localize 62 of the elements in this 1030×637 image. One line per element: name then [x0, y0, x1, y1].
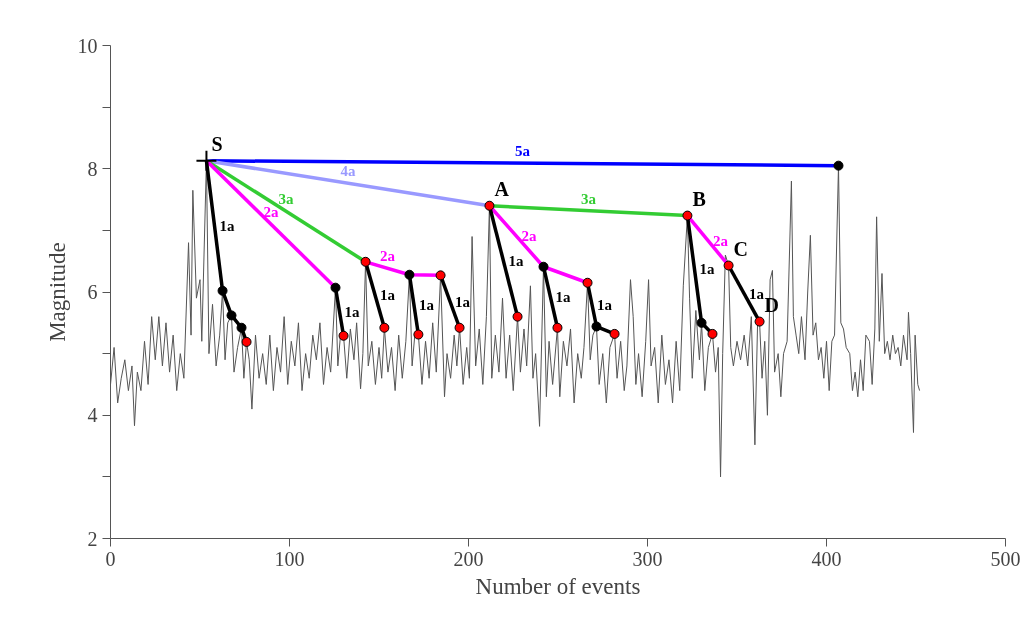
series-label: 1a: [344, 303, 361, 320]
series-label: 1a: [597, 296, 613, 313]
point: [330, 282, 341, 293]
series-label: 2a: [263, 204, 279, 221]
point: [512, 311, 523, 322]
point: [609, 328, 620, 339]
y-tick-label: 2: [87, 527, 98, 550]
x-tick-label: 300: [632, 547, 663, 570]
point: [754, 316, 765, 327]
point: [338, 330, 349, 341]
x-tick-label: 500: [990, 547, 1021, 570]
x-tick-label: 100: [274, 547, 305, 570]
point: [435, 270, 446, 281]
y-tick-label: 10: [77, 34, 98, 57]
series-label: 1a: [508, 253, 524, 270]
point: [404, 269, 415, 280]
series-label: 2a: [713, 232, 729, 249]
series-label: 1a: [455, 293, 471, 310]
series-label: 2a: [380, 248, 396, 265]
point: [360, 256, 371, 267]
series-label: 1a: [418, 296, 435, 313]
annotation: D: [764, 293, 780, 316]
point: [413, 329, 424, 340]
x-tick-label: 200: [453, 547, 484, 570]
series-label: 2a: [521, 228, 537, 245]
point: [379, 322, 390, 333]
series-label: 1a: [379, 286, 396, 303]
y-axis-title: Magnitude: [44, 242, 70, 342]
point: [582, 277, 593, 288]
series-label: 1a: [555, 289, 571, 306]
series-label: 3a: [278, 191, 295, 208]
series-label: 1a: [219, 217, 235, 234]
point: [552, 322, 563, 333]
annotation: C: [733, 237, 749, 260]
point: [236, 322, 247, 333]
x-tick-label: 0: [105, 547, 116, 570]
point: [241, 336, 252, 347]
point: [226, 310, 237, 321]
point: [484, 200, 495, 211]
point: [538, 261, 549, 272]
point: [682, 210, 693, 221]
annotation: S: [211, 132, 223, 155]
series-label: 5a: [514, 143, 531, 160]
x-axis-title: Number of events: [475, 573, 641, 599]
point: [707, 328, 718, 339]
point: [833, 160, 844, 171]
point: [591, 321, 602, 332]
annotation: B: [692, 187, 706, 210]
point: [696, 317, 707, 328]
x-tick-label: 400: [811, 547, 842, 570]
annotation: A: [494, 177, 510, 200]
series-label: 1a: [699, 261, 715, 278]
series-label: 4a: [340, 163, 356, 180]
y-tick-label: 6: [87, 281, 98, 303]
y-tick-label: 8: [87, 157, 98, 180]
point: [454, 322, 465, 333]
point: [723, 260, 734, 271]
point: [217, 285, 228, 296]
series-label: 1a: [749, 285, 765, 302]
point: [195, 149, 218, 172]
y-tick-label: 4: [87, 404, 98, 427]
series-label: 3a: [580, 190, 597, 207]
